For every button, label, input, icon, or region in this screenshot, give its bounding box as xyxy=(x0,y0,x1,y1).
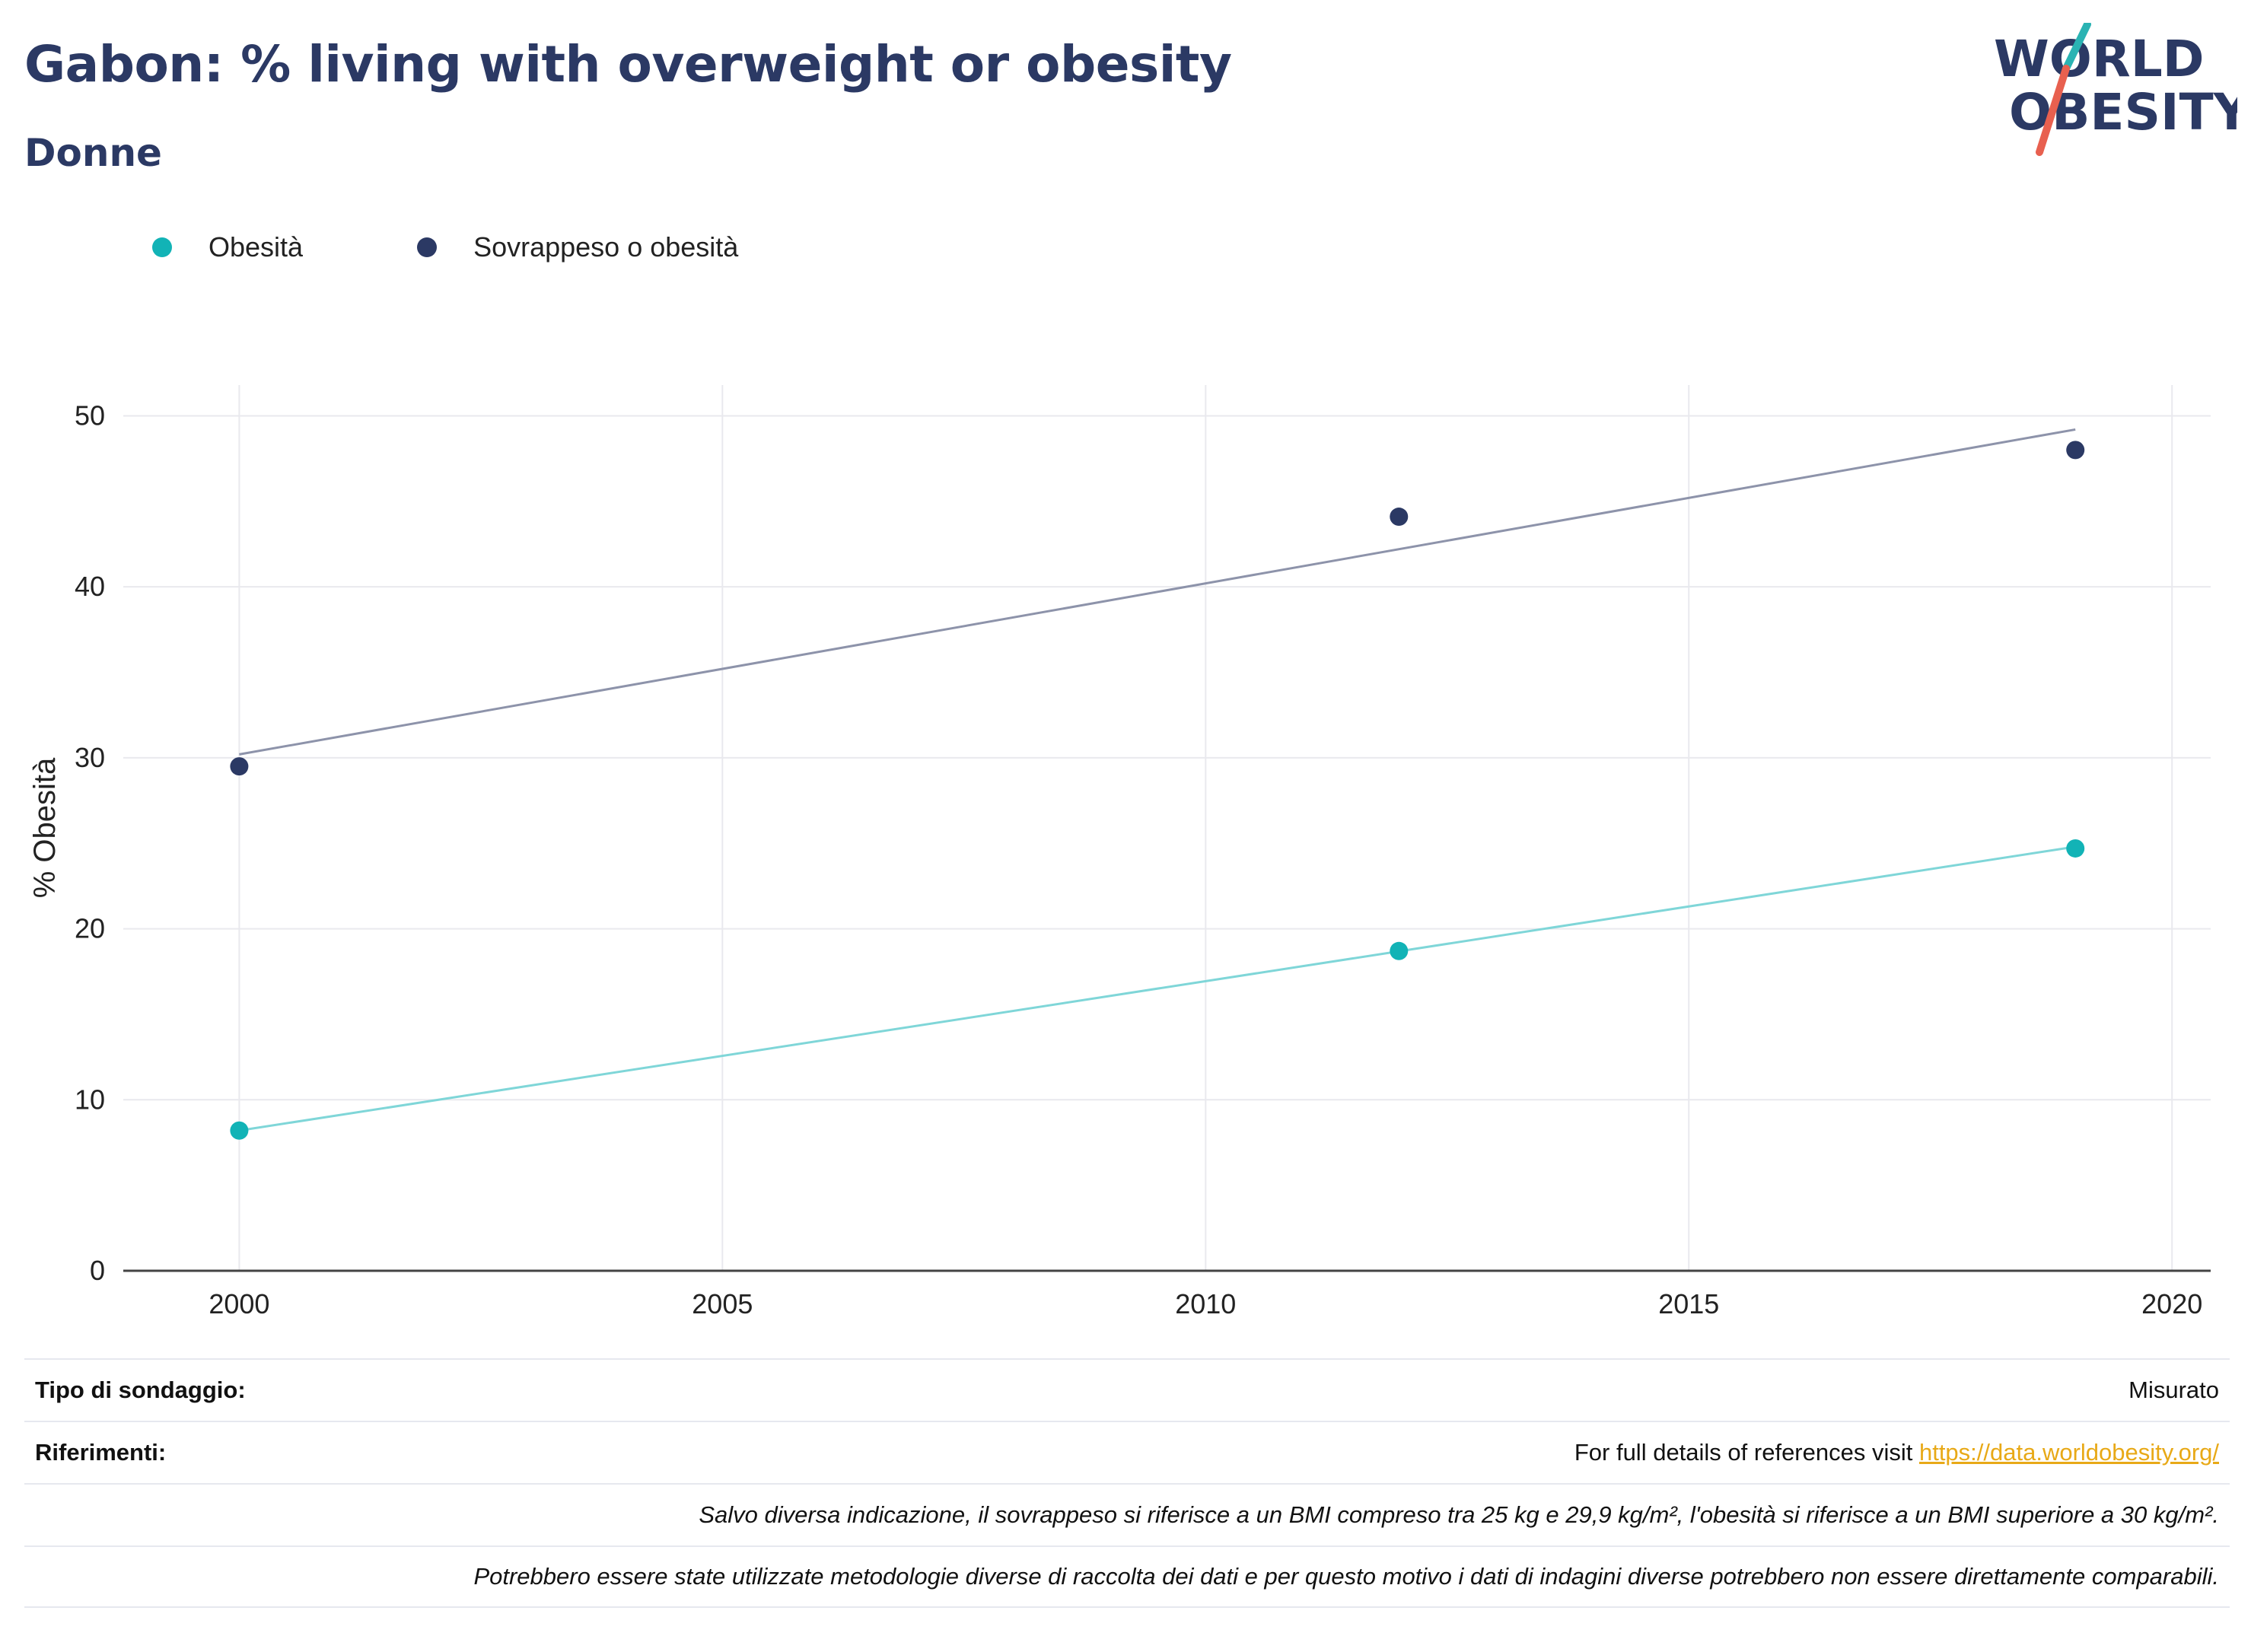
x-tick-label: 2010 xyxy=(1175,1288,1236,1319)
data-point xyxy=(2066,441,2085,460)
y-tick-label: 50 xyxy=(75,399,105,431)
footer-row-note-methods: Potrebbero essere state utilizzate metod… xyxy=(24,1545,2230,1608)
data-point xyxy=(2066,839,2085,858)
data-point xyxy=(1390,941,1409,960)
legend-dot-overweight xyxy=(417,237,438,257)
page-title: Gabon: % living with overweight or obesi… xyxy=(24,35,1232,94)
footer-table: Tipo di sondaggio: Misurato Riferimenti:… xyxy=(24,1358,2230,1608)
legend-item-obesity[interactable]: Obesità xyxy=(152,231,303,263)
x-tick-label: 2020 xyxy=(2141,1288,2202,1319)
logo-slash-teal xyxy=(2062,23,2091,72)
y-tick-label: 0 xyxy=(90,1255,105,1286)
data-point xyxy=(1390,508,1409,527)
bmi-note: Salvo diversa indicazione, il sovrappeso… xyxy=(699,1501,2219,1528)
references-label: Riferimenti: xyxy=(35,1439,167,1466)
footer-row-note-bmi: Salvo diversa indicazione, il sovrappeso… xyxy=(24,1483,2230,1545)
legend-label-obesity: Obesità xyxy=(209,231,304,263)
y-axis-label: % Obesità xyxy=(28,757,62,898)
y-tick-label: 40 xyxy=(75,571,105,602)
x-tick-label: 2000 xyxy=(209,1288,269,1319)
legend-label-overweight: Sovrappeso o obesità xyxy=(473,231,739,263)
references-value: For full details of references visit htt… xyxy=(1574,1439,2219,1466)
trend-line xyxy=(239,428,2076,756)
survey-type-value: Misurato xyxy=(2128,1377,2219,1403)
data-point xyxy=(230,757,249,776)
x-tick-label: 2005 xyxy=(692,1288,753,1319)
data-point xyxy=(230,1121,249,1140)
world-obesity-logo: WORLD OBESITY xyxy=(1994,23,2237,156)
methods-note: Potrebbero essere state utilizzate metod… xyxy=(473,1563,2219,1590)
y-tick-label: 30 xyxy=(75,742,105,773)
logo-slash-red xyxy=(2036,65,2070,156)
chart-plot: 2000 2005 2010 2015 2020 0 10 20 30 40 50 % Obesità xyxy=(28,385,2211,1319)
survey-type-label: Tipo di sondaggio: xyxy=(35,1377,246,1403)
logo-text-world: WORLD xyxy=(1994,30,2205,88)
y-tick-label: 10 xyxy=(75,1084,105,1115)
x-tick-label: 2015 xyxy=(1658,1288,1719,1319)
footer-row-survey: Tipo di sondaggio: Misurato xyxy=(24,1358,2230,1421)
chart-legend: Obesità Sovrappeso o obesità xyxy=(152,224,852,270)
y-tick-label: 20 xyxy=(75,913,105,944)
references-link[interactable]: https://data.worldobesity.org/ xyxy=(1918,1439,2219,1466)
trend-line xyxy=(239,845,2076,1132)
page-subtitle: Donne xyxy=(24,131,162,175)
legend-dot-obesity xyxy=(152,237,172,257)
footer-row-references: Riferimenti: For full details of referen… xyxy=(24,1421,2230,1483)
references-text: For full details of references visit xyxy=(1574,1439,1919,1466)
legend-item-overweight[interactable]: Sovrappeso o obesità xyxy=(417,231,738,263)
